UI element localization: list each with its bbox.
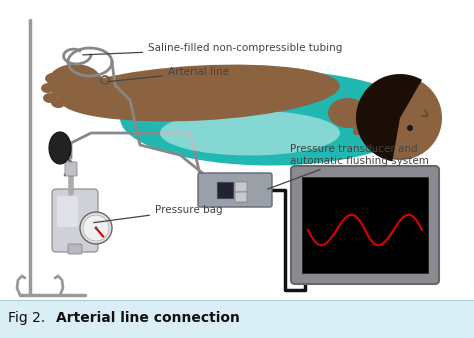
Text: Fig 2.: Fig 2. bbox=[8, 311, 50, 325]
FancyBboxPatch shape bbox=[57, 196, 78, 227]
Wedge shape bbox=[356, 74, 422, 161]
FancyBboxPatch shape bbox=[52, 189, 98, 252]
FancyBboxPatch shape bbox=[68, 244, 82, 254]
Circle shape bbox=[80, 212, 112, 244]
Ellipse shape bbox=[120, 71, 420, 166]
Ellipse shape bbox=[41, 83, 55, 93]
Text: Pressure bag: Pressure bag bbox=[94, 205, 223, 223]
FancyBboxPatch shape bbox=[291, 166, 439, 284]
FancyBboxPatch shape bbox=[353, 101, 381, 135]
Ellipse shape bbox=[60, 65, 340, 121]
FancyBboxPatch shape bbox=[235, 182, 247, 192]
Circle shape bbox=[407, 125, 413, 131]
FancyBboxPatch shape bbox=[0, 0, 474, 300]
Ellipse shape bbox=[45, 73, 59, 83]
FancyBboxPatch shape bbox=[217, 182, 233, 198]
Ellipse shape bbox=[160, 111, 340, 155]
Text: Arterial line connection: Arterial line connection bbox=[56, 311, 240, 325]
Circle shape bbox=[94, 226, 98, 230]
Circle shape bbox=[358, 76, 442, 160]
Text: Pressure transducer and
automatic flushing system: Pressure transducer and automatic flushi… bbox=[268, 144, 429, 189]
Text: Arterial line: Arterial line bbox=[108, 67, 229, 82]
FancyBboxPatch shape bbox=[0, 300, 474, 338]
Ellipse shape bbox=[358, 115, 368, 131]
Circle shape bbox=[83, 215, 109, 241]
Ellipse shape bbox=[61, 95, 75, 105]
FancyBboxPatch shape bbox=[235, 192, 247, 202]
Ellipse shape bbox=[328, 98, 368, 128]
Ellipse shape bbox=[49, 132, 71, 164]
FancyBboxPatch shape bbox=[65, 162, 77, 176]
Text: Saline-filled non-compressible tubing: Saline-filled non-compressible tubing bbox=[83, 43, 342, 55]
FancyBboxPatch shape bbox=[198, 173, 272, 207]
Ellipse shape bbox=[47, 64, 102, 102]
Ellipse shape bbox=[51, 98, 65, 108]
FancyBboxPatch shape bbox=[302, 177, 428, 273]
Ellipse shape bbox=[43, 93, 57, 103]
